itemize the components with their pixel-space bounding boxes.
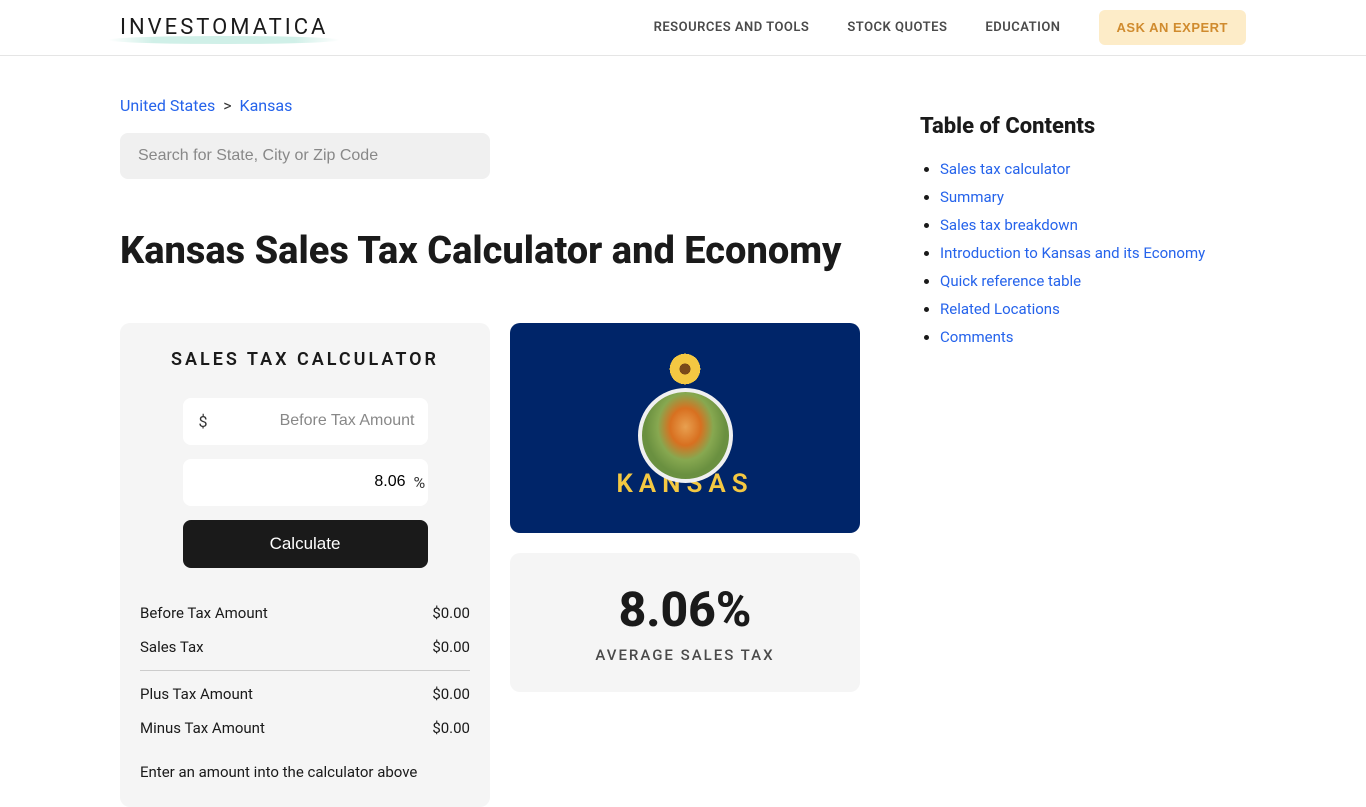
toc-item-summary[interactable]: Summary [940,183,1240,211]
calculator-note: Enter an amount into the calculator abov… [140,763,470,781]
seal-circle [638,388,733,483]
sales-tax-value: $0.00 [432,638,470,656]
toc-item-comments[interactable]: Comments [940,323,1240,351]
rate-input-group: % [183,459,428,506]
breadcrumb: United States > Kansas [120,96,860,115]
page-container: United States > Kansas Kansas Sales Tax … [0,56,1366,807]
sales-tax-row: Sales Tax $0.00 [140,630,470,664]
calculator-title: SALES TAX CALCULATOR [140,349,470,370]
main-nav: RESOURCES AND TOOLS STOCK QUOTES EDUCATI… [654,10,1246,45]
rate-label: AVERAGE SALES TAX [530,646,840,664]
state-flag-card: KANSAS [510,323,860,533]
plus-tax-value: $0.00 [432,685,470,703]
plus-tax-label: Plus Tax Amount [140,685,253,703]
minus-tax-row: Minus Tax Amount $0.00 [140,711,470,745]
average-rate-card: 8.06% AVERAGE SALES TAX [510,553,860,692]
toc-item-reference[interactable]: Quick reference table [940,267,1240,295]
before-tax-label: Before Tax Amount [140,604,268,622]
nav-stock-quotes[interactable]: STOCK QUOTES [847,20,947,35]
site-header: INVESTOMATICA RESOURCES AND TOOLS STOCK … [0,0,1366,56]
before-tax-row: Before Tax Amount $0.00 [140,596,470,630]
toc-title: Table of Contents [920,114,1240,139]
minus-tax-label: Minus Tax Amount [140,719,265,737]
breadcrumb-country[interactable]: United States [120,96,215,115]
toc-item-related[interactable]: Related Locations [940,295,1240,323]
main-content: United States > Kansas Kansas Sales Tax … [120,96,860,807]
toc-item-calculator[interactable]: Sales tax calculator [940,155,1240,183]
content-grid: SALES TAX CALCULATOR $ % Calculate Befor… [120,323,860,807]
calculator-card: SALES TAX CALCULATOR $ % Calculate Befor… [120,323,490,807]
page-title: Kansas Sales Tax Calculator and Economy [120,229,860,275]
toc-list: Sales tax calculator Summary Sales tax b… [920,155,1240,351]
before-tax-value: $0.00 [432,604,470,622]
calc-divider [140,670,470,671]
toc-item-introduction[interactable]: Introduction to Kansas and its Economy [940,239,1240,267]
sidebar: Table of Contents Sales tax calculator S… [920,96,1240,807]
plus-tax-row: Plus Tax Amount $0.00 [140,677,470,711]
nav-education[interactable]: EDUCATION [985,20,1060,35]
logo[interactable]: INVESTOMATICA [120,15,328,40]
right-cards: KANSAS 8.06% AVERAGE SALES TAX [510,323,860,807]
sunflower-icon [672,356,698,382]
state-seal [638,356,733,451]
breadcrumb-state[interactable]: Kansas [240,96,293,115]
nav-resources[interactable]: RESOURCES AND TOOLS [654,20,810,35]
percent-symbol: % [414,473,426,492]
sales-tax-label: Sales Tax [140,638,204,656]
minus-tax-value: $0.00 [432,719,470,737]
ask-expert-button[interactable]: ASK AN EXPERT [1099,10,1246,45]
currency-symbol: $ [199,412,208,431]
rate-input[interactable] [199,473,406,491]
toc-item-breakdown[interactable]: Sales tax breakdown [940,211,1240,239]
calculate-button[interactable]: Calculate [183,520,428,568]
rate-value: 8.06% [530,581,840,638]
search-input[interactable] [120,133,490,179]
breadcrumb-separator: > [223,96,231,115]
amount-input-group: $ [183,398,428,445]
amount-input[interactable] [208,412,415,430]
